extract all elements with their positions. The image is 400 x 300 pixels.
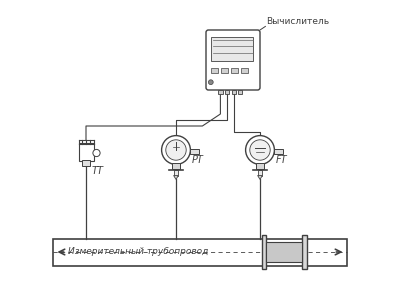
Bar — [262, 235, 266, 269]
Bar — [211, 37, 254, 61]
Circle shape — [166, 140, 186, 160]
Bar — [231, 68, 238, 73]
Bar — [174, 170, 178, 176]
Polygon shape — [258, 176, 262, 179]
Bar — [221, 68, 228, 73]
Bar — [274, 149, 283, 154]
Bar — [82, 160, 90, 166]
Bar — [225, 90, 229, 94]
Bar — [302, 235, 306, 269]
Bar — [238, 90, 242, 94]
Text: Вычислитель: Вычислитель — [266, 16, 329, 26]
FancyBboxPatch shape — [206, 30, 260, 90]
Text: Измерительный трубопровод: Измерительный трубопровод — [68, 248, 208, 256]
Bar — [190, 149, 199, 154]
Text: PT: PT — [192, 155, 204, 165]
Circle shape — [162, 136, 190, 164]
Circle shape — [208, 80, 213, 85]
Text: FT: FT — [276, 155, 287, 165]
Bar — [232, 90, 236, 94]
Bar — [256, 163, 264, 169]
Text: TT: TT — [92, 167, 104, 176]
Bar — [53, 238, 347, 266]
Bar — [240, 68, 248, 73]
Bar — [78, 142, 94, 160]
Bar — [172, 163, 180, 169]
Bar — [258, 170, 262, 176]
Circle shape — [246, 136, 274, 164]
Polygon shape — [174, 176, 178, 179]
Bar — [266, 242, 302, 262]
Circle shape — [93, 149, 100, 157]
Bar — [218, 90, 222, 94]
Bar — [211, 68, 218, 73]
Circle shape — [250, 140, 270, 160]
